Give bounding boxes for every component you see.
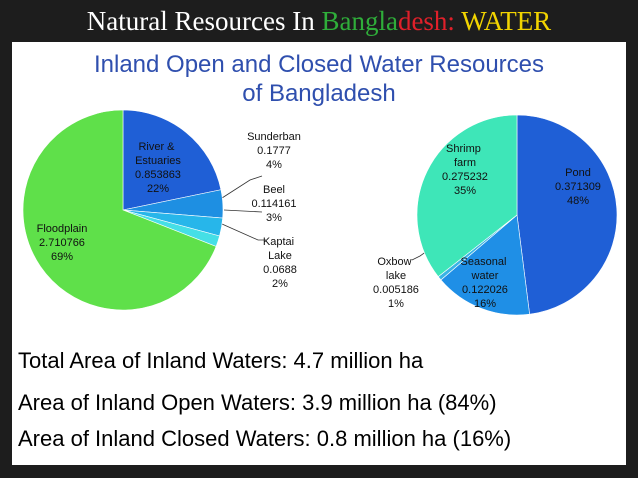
slice-percent: 69% bbox=[51, 251, 73, 263]
slice-value: 0.005186 bbox=[373, 284, 419, 296]
slice-value: 0.371309 bbox=[555, 181, 601, 193]
slice-value: 0.122026 bbox=[462, 284, 508, 296]
title: Natural Resources In Bangladesh: WATER bbox=[87, 6, 551, 36]
title-part: desh: bbox=[398, 6, 455, 36]
slice-name: River & Estuaries bbox=[135, 141, 181, 167]
pie-slice bbox=[516, 114, 618, 315]
pie-slice bbox=[22, 109, 217, 311]
slice-name: Sunderban bbox=[247, 131, 301, 143]
title-part: Bangla bbox=[321, 6, 397, 36]
pie-slice bbox=[122, 109, 222, 211]
slice-percent: 22% bbox=[147, 183, 169, 195]
slice-percent: 4% bbox=[266, 159, 282, 171]
slice-value: 0.275232 bbox=[442, 171, 488, 183]
slice-name: Seasonal water bbox=[461, 256, 510, 282]
slice-percent: 1% bbox=[388, 298, 404, 310]
pie-slice bbox=[416, 114, 518, 278]
slice-percent: 16% bbox=[474, 298, 496, 310]
title-part: Natural Resources In bbox=[87, 6, 322, 36]
subtitle-line: Inland Open and Closed Water Resources bbox=[94, 51, 544, 78]
summary-line: Area of Inland Closed Waters: 0.8 millio… bbox=[18, 426, 511, 451]
slice-name: Floodplain bbox=[37, 223, 88, 235]
slice-percent: 35% bbox=[454, 185, 476, 197]
slice-percent: 48% bbox=[567, 195, 589, 207]
slice-value: 0.1777 bbox=[257, 145, 291, 157]
slice-name: Pond bbox=[565, 167, 591, 179]
charts: River & Estuaries 0.853863 22% Sunderban 0.1… bbox=[22, 109, 618, 316]
title-part: WATER bbox=[455, 6, 551, 36]
slice-percent: 3% bbox=[266, 212, 282, 224]
summary-line: Area of Inland Open Waters: 3.9 million … bbox=[18, 390, 497, 415]
subtitle-line: of Bangladesh bbox=[242, 80, 395, 107]
slice-value: 0.0688 bbox=[263, 264, 297, 276]
summary-line: Total Area of Inland Waters: 4.7 million… bbox=[18, 348, 424, 373]
pie-slice bbox=[440, 214, 530, 316]
slice-value: 2.710766 bbox=[39, 237, 85, 249]
slice-name: Oxbow lake bbox=[377, 256, 414, 282]
slice-name: Kaptai Lake bbox=[263, 236, 297, 262]
slice-percent: 2% bbox=[272, 278, 288, 290]
slice-value: 0.114161 bbox=[251, 198, 296, 210]
slice-name: Shrimp farm bbox=[446, 143, 484, 169]
slice-name: Beel bbox=[263, 184, 285, 196]
slice-value: 0.853863 bbox=[135, 169, 181, 181]
